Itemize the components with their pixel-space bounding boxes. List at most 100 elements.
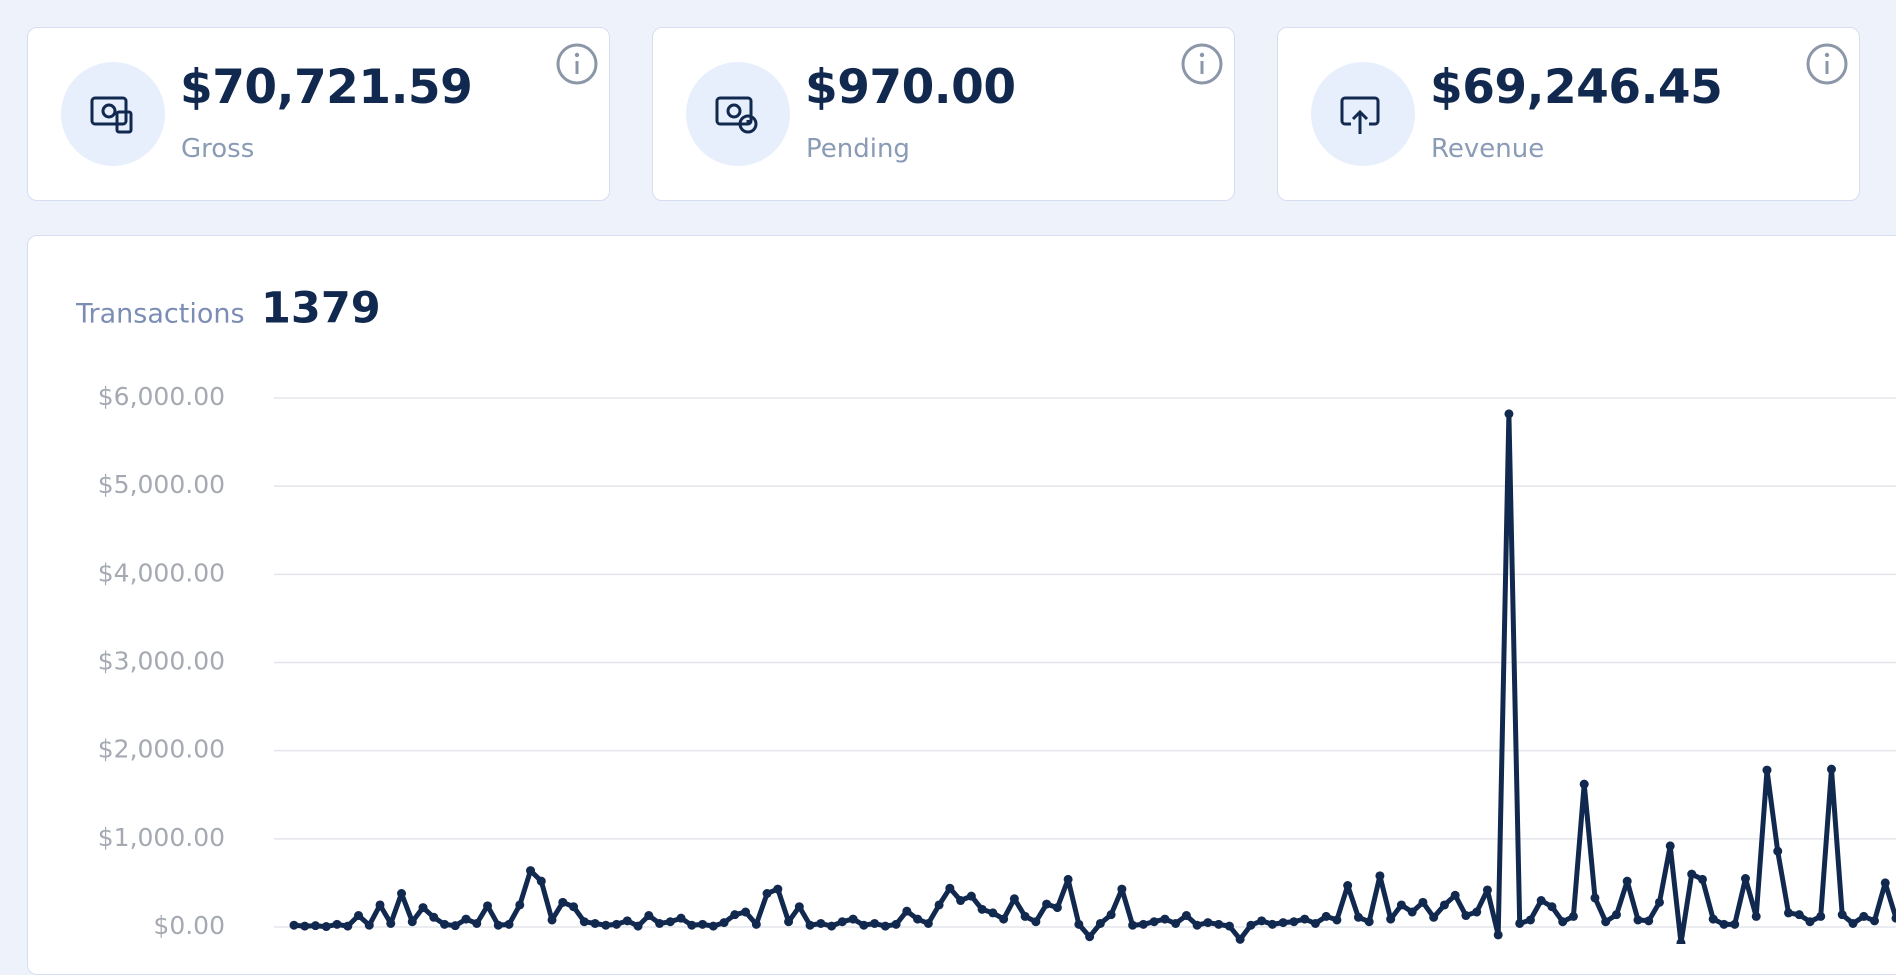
point: [1343, 881, 1352, 890]
point: [902, 907, 911, 916]
point: [1601, 917, 1610, 926]
point: [365, 921, 374, 930]
point: [1515, 919, 1524, 928]
point: [1289, 917, 1298, 926]
point: [386, 919, 395, 928]
point: [1881, 878, 1890, 887]
point: [827, 922, 836, 931]
point: [1096, 919, 1105, 928]
point: [1117, 885, 1126, 894]
dashboard: $70,721.59 Gross $970.00 Pending $69,246…: [0, 0, 1896, 944]
point: [548, 915, 557, 924]
point: [741, 908, 750, 917]
point: [1365, 917, 1374, 926]
point: [1709, 915, 1718, 924]
point: [408, 917, 417, 926]
point: [1214, 920, 1223, 929]
point: [1623, 877, 1632, 886]
point: [698, 920, 707, 929]
point: [1784, 908, 1793, 917]
point: [1160, 915, 1169, 924]
point: [1042, 900, 1051, 909]
point: [601, 921, 610, 930]
point: [1375, 871, 1384, 880]
point: [311, 921, 320, 930]
point: [1182, 911, 1191, 920]
point: [795, 902, 804, 911]
point: [1236, 935, 1245, 944]
point: [1892, 914, 1896, 923]
point: [623, 916, 632, 925]
point: [1451, 891, 1460, 900]
point: [816, 919, 825, 928]
point: [1580, 780, 1589, 789]
point: [1408, 908, 1417, 917]
y-tick-label: $5,000.00: [98, 470, 225, 499]
point: [870, 919, 879, 928]
point: [1429, 913, 1438, 922]
point: [526, 866, 535, 875]
chart: Transactions 1379 $0.00$1,000.00$2,000.0…: [0, 0, 1896, 944]
point: [784, 917, 793, 926]
point: [1246, 921, 1255, 930]
point: [440, 920, 449, 929]
point: [924, 919, 933, 928]
point: [666, 917, 675, 926]
point: [687, 921, 696, 930]
point: [677, 914, 686, 923]
point: [634, 922, 643, 931]
y-tick-label: $0.00: [153, 911, 225, 940]
point: [720, 918, 729, 927]
line: [294, 414, 1896, 943]
point: [655, 919, 664, 928]
point: [1074, 920, 1083, 929]
point: [1332, 915, 1341, 924]
point: [913, 915, 922, 924]
point: [967, 892, 976, 901]
point: [483, 901, 492, 910]
point: [1107, 910, 1116, 919]
point: [569, 902, 578, 911]
point: [956, 896, 965, 905]
point: [849, 915, 858, 924]
point: [644, 911, 653, 920]
point: [1085, 932, 1094, 941]
point: [1203, 918, 1212, 927]
point: [1010, 894, 1019, 903]
point: [881, 922, 890, 931]
point: [1870, 916, 1879, 925]
point: [290, 921, 299, 930]
point: [730, 910, 739, 919]
point: [999, 915, 1008, 924]
y-tick-label: $6,000.00: [98, 382, 225, 411]
point: [1655, 898, 1664, 907]
point: [945, 884, 954, 893]
point: [1300, 915, 1309, 924]
point: [1494, 930, 1503, 939]
point: [1031, 917, 1040, 926]
point: [419, 903, 428, 912]
point: [1150, 917, 1159, 926]
point: [1558, 917, 1567, 926]
point: [838, 917, 847, 926]
point: [1547, 902, 1556, 911]
point: [1762, 766, 1771, 775]
point: [806, 921, 815, 930]
point: [1666, 841, 1675, 850]
point: [1838, 910, 1847, 919]
y-tick-label: $3,000.00: [98, 647, 225, 676]
point: [1773, 847, 1782, 856]
point: [1397, 900, 1406, 909]
point: [591, 919, 600, 928]
point: [322, 922, 331, 931]
point: [1139, 920, 1148, 929]
point: [1569, 912, 1578, 921]
point: [1440, 900, 1449, 909]
point: [1193, 921, 1202, 930]
point: [580, 917, 589, 926]
point: [1687, 870, 1696, 879]
point: [1418, 898, 1427, 907]
point: [494, 921, 503, 930]
point: [1859, 912, 1868, 921]
point: [892, 920, 901, 929]
